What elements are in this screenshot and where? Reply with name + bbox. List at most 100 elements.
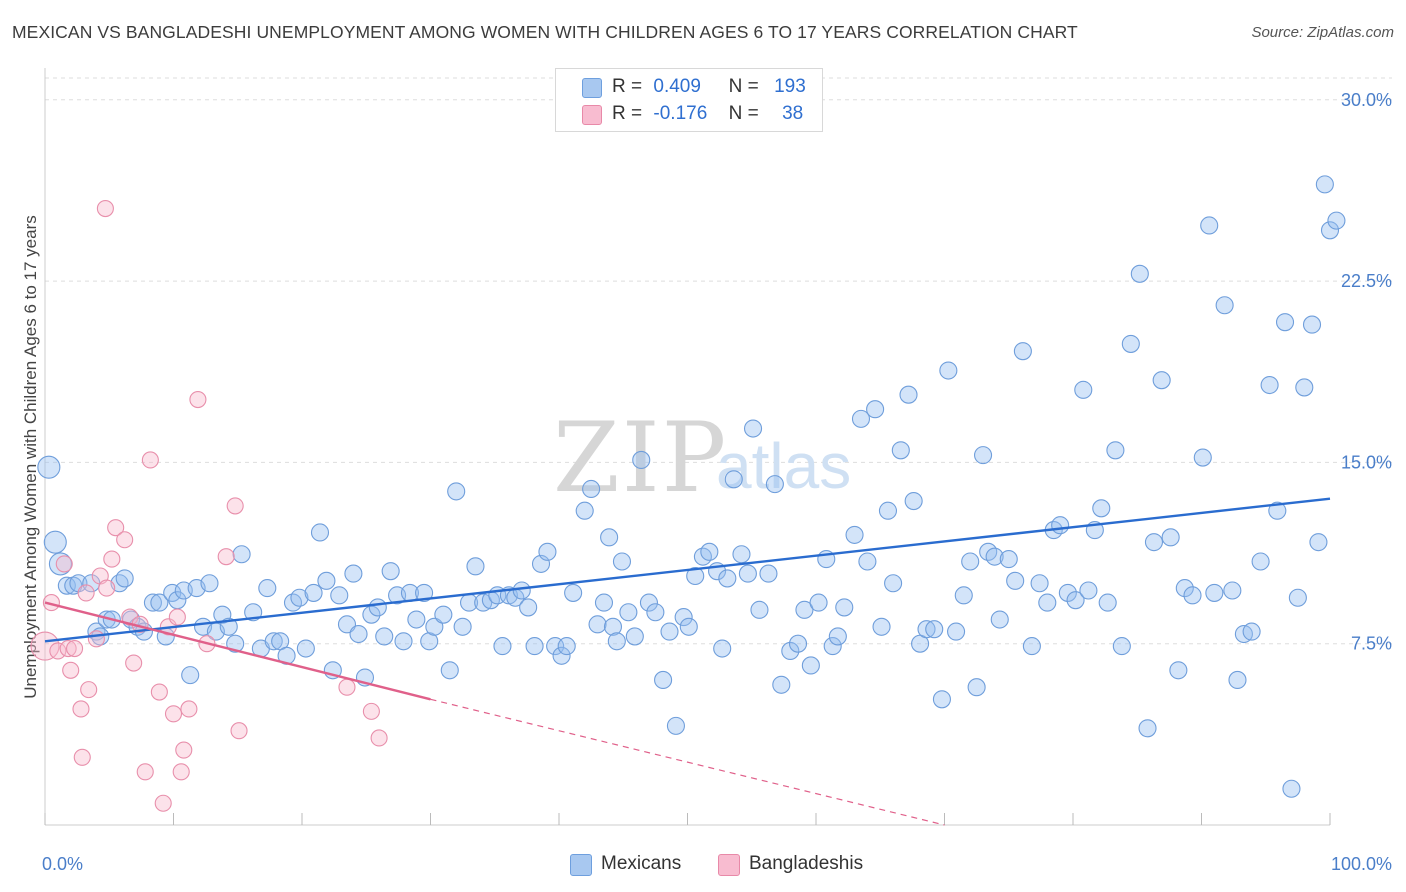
mexicans-point	[1066, 591, 1085, 610]
mexicans-point	[612, 552, 632, 571]
mexicans-point	[349, 624, 368, 644]
mexicans-point	[679, 617, 698, 636]
x-tick-label: 0.0%	[42, 854, 83, 874]
mexicans-point	[1152, 371, 1171, 390]
mexicans-point	[772, 675, 791, 694]
bangladeshis-trend-extension	[430, 698, 945, 826]
mexicans-point	[1130, 264, 1149, 283]
bangladeshis-point	[338, 678, 356, 696]
mexicans-point	[440, 661, 459, 680]
mexicans-point	[646, 603, 665, 622]
bangladeshis-point	[59, 639, 77, 658]
mexicans-point	[1175, 579, 1194, 598]
mexicans-point	[1051, 516, 1070, 535]
mexicans-point	[835, 598, 854, 617]
mexicans-point	[512, 581, 531, 600]
mexicans-point	[1200, 216, 1219, 235]
mexicans-point	[1079, 581, 1098, 600]
bangladeshis-point	[62, 661, 80, 679]
mexicans-point	[43, 530, 67, 554]
mexicans-point	[407, 610, 426, 629]
mexicans-point	[632, 450, 651, 470]
mexicans-point	[732, 545, 751, 564]
bangladeshis-point	[168, 608, 186, 626]
mexicans-point	[290, 588, 309, 607]
legend-swatch-mexicans	[570, 854, 592, 876]
mexicans-points	[37, 175, 1346, 798]
bangladeshis-point	[154, 794, 172, 812]
mexicans-point	[150, 593, 169, 612]
mexicans-point	[1268, 501, 1287, 520]
y-tick-label: 15.0%	[1341, 452, 1392, 472]
mexicans-point	[1320, 221, 1340, 240]
legend-swatch-mexicans	[582, 78, 602, 98]
mexicans-point	[552, 646, 571, 665]
mexicans-point	[258, 579, 277, 598]
mexicans-point	[967, 678, 986, 697]
mexicans-point	[1282, 779, 1301, 798]
mexicans-point	[1315, 175, 1334, 194]
mexicans-point	[1327, 211, 1346, 230]
mexicans-point	[1038, 593, 1057, 612]
mexicans-point	[603, 617, 623, 636]
mexicans-point	[718, 569, 737, 588]
bangladeshis-point	[217, 548, 235, 566]
mexicans-point	[985, 547, 1004, 566]
mexicans-point	[200, 574, 219, 593]
bangladeshis-point	[87, 630, 105, 648]
mexicans-point	[1223, 581, 1242, 600]
mexicans-point	[674, 608, 693, 627]
legend-n-label: N =	[728, 103, 759, 124]
mexicans-point	[110, 574, 129, 593]
mexicans-point	[493, 637, 512, 656]
mexicans-point	[1251, 552, 1270, 571]
mexicans-point	[973, 446, 993, 465]
mexicans-point	[519, 598, 538, 617]
mexicans-point	[264, 632, 283, 651]
mexicans-point	[891, 441, 910, 460]
mexicans-point	[947, 622, 966, 641]
mexicans-point	[330, 586, 349, 605]
y-tick-label: 7.5%	[1351, 634, 1392, 654]
mexicans-point	[801, 656, 820, 675]
mexicans-point	[1183, 586, 1202, 605]
mexicans-point	[425, 617, 444, 636]
mexicans-point	[809, 593, 828, 612]
mexicans-point	[851, 409, 871, 428]
bangladeshis-point	[72, 700, 90, 718]
mexicans-point	[999, 550, 1018, 569]
mexicans-point	[557, 637, 576, 656]
mexicans-point	[759, 564, 778, 583]
trend-lines	[44, 497, 1331, 826]
legend-r-value: -0.176	[653, 103, 708, 124]
legend-label-mexicans: Mexicans	[601, 853, 682, 874]
bangladeshis-point	[73, 748, 91, 766]
mexicans-trend-line	[44, 497, 1331, 643]
legend-text-bangladeshis: R = -0.176 N = 38	[612, 101, 803, 127]
mexicans-point	[57, 576, 76, 595]
mexicans-point	[1161, 528, 1180, 547]
mexicans-point	[686, 566, 705, 586]
tick-labels: 7.5% 15.0% 22.5% 30.0% 0.0% 100.0%	[42, 90, 1392, 874]
bangladeshis-point	[172, 763, 190, 781]
bangladeshis-point	[49, 642, 67, 660]
mexicans-point	[304, 583, 323, 602]
bangladeshis-point	[141, 451, 159, 469]
mexicans-point	[453, 617, 472, 636]
mexicans-point	[1092, 499, 1111, 518]
mexicans-point	[939, 361, 958, 380]
legend-n-label: N =	[728, 76, 759, 97]
legend-r-value: 0.409	[653, 76, 701, 97]
mexicans-point	[1106, 441, 1125, 460]
mexicans-point	[866, 400, 885, 419]
mexicans-point	[700, 542, 719, 561]
mexicans-point	[600, 528, 619, 547]
mexicans-point	[828, 627, 847, 646]
mexicans-point	[795, 600, 814, 619]
mexicans-point	[525, 637, 544, 656]
mexicans-point	[858, 552, 877, 571]
mexicans-point	[394, 632, 413, 651]
chart-source: Source: ZipAtlas.com	[1251, 24, 1394, 41]
mexicans-point	[743, 419, 763, 438]
mexicans-point	[1058, 583, 1077, 602]
